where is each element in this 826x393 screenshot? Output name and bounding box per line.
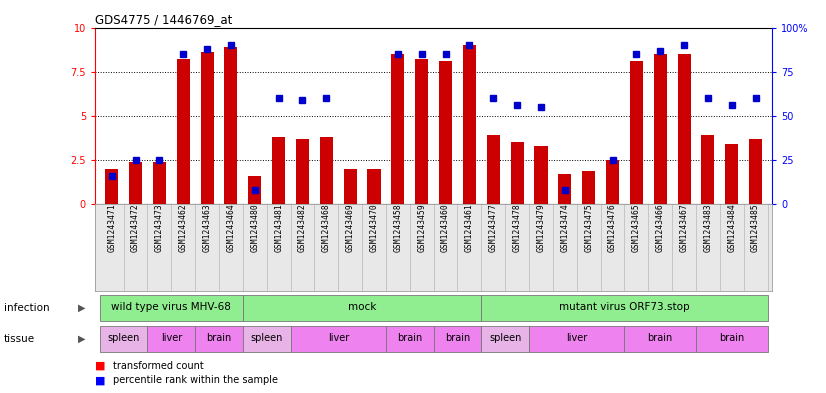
- Bar: [582, 171, 596, 204]
- Bar: [344, 169, 357, 204]
- Text: spleen: spleen: [489, 333, 521, 343]
- Text: liver: liver: [566, 333, 587, 343]
- Bar: [249, 176, 261, 204]
- Bar: [749, 139, 762, 204]
- Text: spleen: spleen: [107, 333, 140, 343]
- Bar: [177, 59, 190, 204]
- Text: liver: liver: [328, 333, 349, 343]
- Bar: [148, 326, 195, 352]
- Bar: [100, 326, 148, 352]
- Text: transformed count: transformed count: [113, 361, 204, 371]
- Bar: [677, 54, 691, 204]
- Bar: [482, 326, 529, 352]
- Text: spleen: spleen: [250, 333, 282, 343]
- Bar: [725, 144, 738, 204]
- Text: brain: brain: [206, 333, 231, 343]
- Bar: [153, 162, 166, 204]
- Bar: [320, 137, 333, 204]
- Text: mock: mock: [348, 302, 377, 312]
- Bar: [701, 135, 714, 204]
- Bar: [195, 326, 243, 352]
- Text: tissue: tissue: [4, 334, 36, 344]
- Bar: [653, 54, 667, 204]
- Bar: [482, 295, 767, 321]
- Bar: [434, 326, 482, 352]
- Bar: [463, 45, 476, 204]
- Text: GDS4775 / 1446769_at: GDS4775 / 1446769_at: [95, 13, 232, 26]
- Bar: [606, 160, 619, 204]
- Bar: [487, 135, 500, 204]
- Text: mutant virus ORF73.stop: mutant virus ORF73.stop: [559, 302, 690, 312]
- Bar: [696, 326, 767, 352]
- Text: brain: brain: [719, 333, 744, 343]
- Bar: [529, 326, 624, 352]
- Bar: [296, 139, 309, 204]
- Bar: [129, 162, 142, 204]
- Text: brain: brain: [397, 333, 422, 343]
- Bar: [415, 59, 429, 204]
- Bar: [386, 326, 434, 352]
- Bar: [510, 142, 524, 204]
- Text: ■: ■: [95, 361, 106, 371]
- Text: brain: brain: [445, 333, 470, 343]
- Text: ■: ■: [95, 375, 106, 385]
- Bar: [439, 61, 452, 204]
- Bar: [243, 295, 482, 321]
- Bar: [100, 295, 243, 321]
- Bar: [291, 326, 386, 352]
- Bar: [368, 169, 381, 204]
- Bar: [558, 174, 572, 204]
- Text: wild type virus MHV-68: wild type virus MHV-68: [112, 302, 231, 312]
- Text: infection: infection: [4, 303, 50, 312]
- Bar: [243, 326, 291, 352]
- Bar: [272, 137, 285, 204]
- Bar: [392, 54, 405, 204]
- Text: ▶: ▶: [78, 303, 85, 312]
- Bar: [629, 61, 643, 204]
- Bar: [105, 169, 118, 204]
- Text: brain: brain: [648, 333, 673, 343]
- Text: liver: liver: [161, 333, 182, 343]
- Bar: [225, 47, 238, 204]
- Text: percentile rank within the sample: percentile rank within the sample: [113, 375, 278, 385]
- Bar: [201, 52, 214, 204]
- Bar: [624, 326, 696, 352]
- Text: ▶: ▶: [78, 334, 85, 344]
- Bar: [534, 146, 548, 204]
